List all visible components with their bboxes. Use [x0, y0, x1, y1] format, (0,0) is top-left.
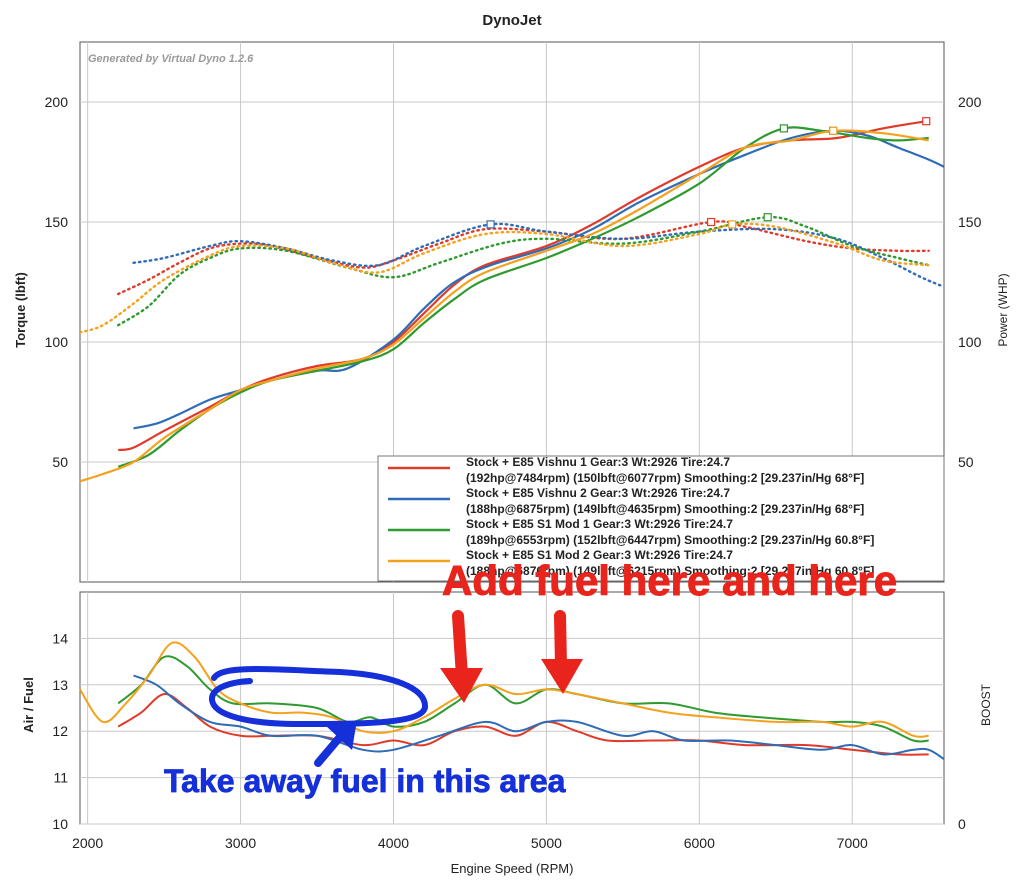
red-arrow-1: [440, 610, 483, 703]
afr-tick-label: 14: [52, 630, 68, 646]
legend-series-name: Stock + E85 Vishnu 2 Gear:3 Wt:2926 Tire…: [466, 486, 730, 500]
take-away-fuel-annotation: Take away fuel in this area: [164, 666, 566, 799]
bottom-tick-labels: 10 11 12 13 14 2000 3000 4000 5000 6000 7000: [52, 630, 868, 851]
peak-marker: [707, 217, 716, 227]
afr-line: [79, 641, 929, 738]
boost-zero-label: 0: [958, 816, 966, 832]
x-axis-label: Engine Speed (RPM): [451, 861, 574, 876]
watermark: Generated by Virtual Dyno 1.2.6: [88, 53, 254, 65]
legend: Stock + E85 Vishnu 1 Gear:3 Wt:2926 Tire…: [377, 455, 945, 582]
afr-tick-label: 13: [52, 677, 68, 693]
peak-marker: [829, 126, 838, 135]
top-tick-labels: 50 50 100 100 150 150 200 200: [45, 94, 982, 470]
legend-series-detail: (188hp@6875rpm) (149lbft@4635rpm) Smooth…: [466, 502, 864, 516]
power-axis-label: Power (WHP): [996, 273, 1010, 346]
peak-marker: [922, 117, 931, 126]
legend-series-name: Stock + E85 S1 Mod 1 Gear:3 Wt:2926 Tire…: [466, 517, 733, 531]
boost-axis-label: BOOST: [979, 683, 993, 726]
afr-tick-label: 12: [52, 723, 68, 739]
power-torque-series: [78, 117, 946, 483]
torque-tick-label: 200: [45, 94, 69, 110]
red-arrow-2: [541, 610, 583, 694]
add-fuel-text: Add fuel here and here: [442, 557, 897, 604]
legend-series-detail: (188hp@6876rpm) (149lbft@6215rpm) Smooth…: [466, 564, 874, 578]
rpm-tick-label: 2000: [72, 835, 103, 851]
power-line: [79, 129, 929, 483]
take-away-text: Take away fuel in this area: [164, 763, 566, 799]
power-tick-label: 50: [958, 454, 974, 470]
peak-marker: [779, 124, 788, 133]
rpm-tick-label: 5000: [531, 835, 562, 851]
power-tick-label: 200: [958, 94, 982, 110]
peak-marker: [728, 220, 737, 229]
air-fuel-axis-label: Air / Fuel: [21, 677, 36, 733]
legend-series-detail: (192hp@7484rpm) (150lbft@6077rpm) Smooth…: [466, 471, 864, 485]
peak-marker: [763, 213, 772, 222]
afr-tick-label: 10: [52, 816, 68, 832]
torque-tick-label: 150: [45, 214, 69, 230]
legend-series-detail: (189hp@6553rpm) (152lbft@6447rpm) Smooth…: [466, 533, 874, 547]
chart-title: DynoJet: [482, 12, 541, 29]
legend-series-name: Stock + E85 Vishnu 1 Gear:3 Wt:2926 Tire…: [466, 455, 730, 469]
torque-axis-label: Torque (lbft): [13, 272, 28, 348]
rpm-tick-label: 4000: [378, 835, 409, 851]
power-tick-label: 150: [958, 214, 982, 230]
peak-marker: [486, 220, 495, 229]
power-tick-label: 100: [958, 334, 982, 350]
bottom-grid: [80, 592, 944, 825]
air-fuel-plot-area: [79, 591, 945, 825]
torque-line: [117, 220, 930, 296]
afr-line: [133, 674, 945, 760]
afr-tick-label: 11: [53, 770, 68, 786]
torque-tick-label: 100: [45, 334, 69, 350]
torque-tick-label: 50: [52, 454, 68, 470]
afr-line: [117, 693, 929, 756]
torque-line: [78, 222, 930, 334]
blue-arrow: [314, 726, 356, 767]
add-fuel-annotation: Add fuel here and here: [440, 557, 898, 703]
rpm-tick-label: 3000: [225, 835, 256, 851]
blue-ellipse: [209, 666, 428, 728]
rpm-tick-label: 6000: [684, 835, 715, 851]
torque-line: [117, 215, 930, 327]
rpm-tick-label: 7000: [837, 835, 868, 851]
legend-series-name: Stock + E85 S1 Mod 2 Gear:3 Wt:2926 Tire…: [466, 548, 733, 562]
